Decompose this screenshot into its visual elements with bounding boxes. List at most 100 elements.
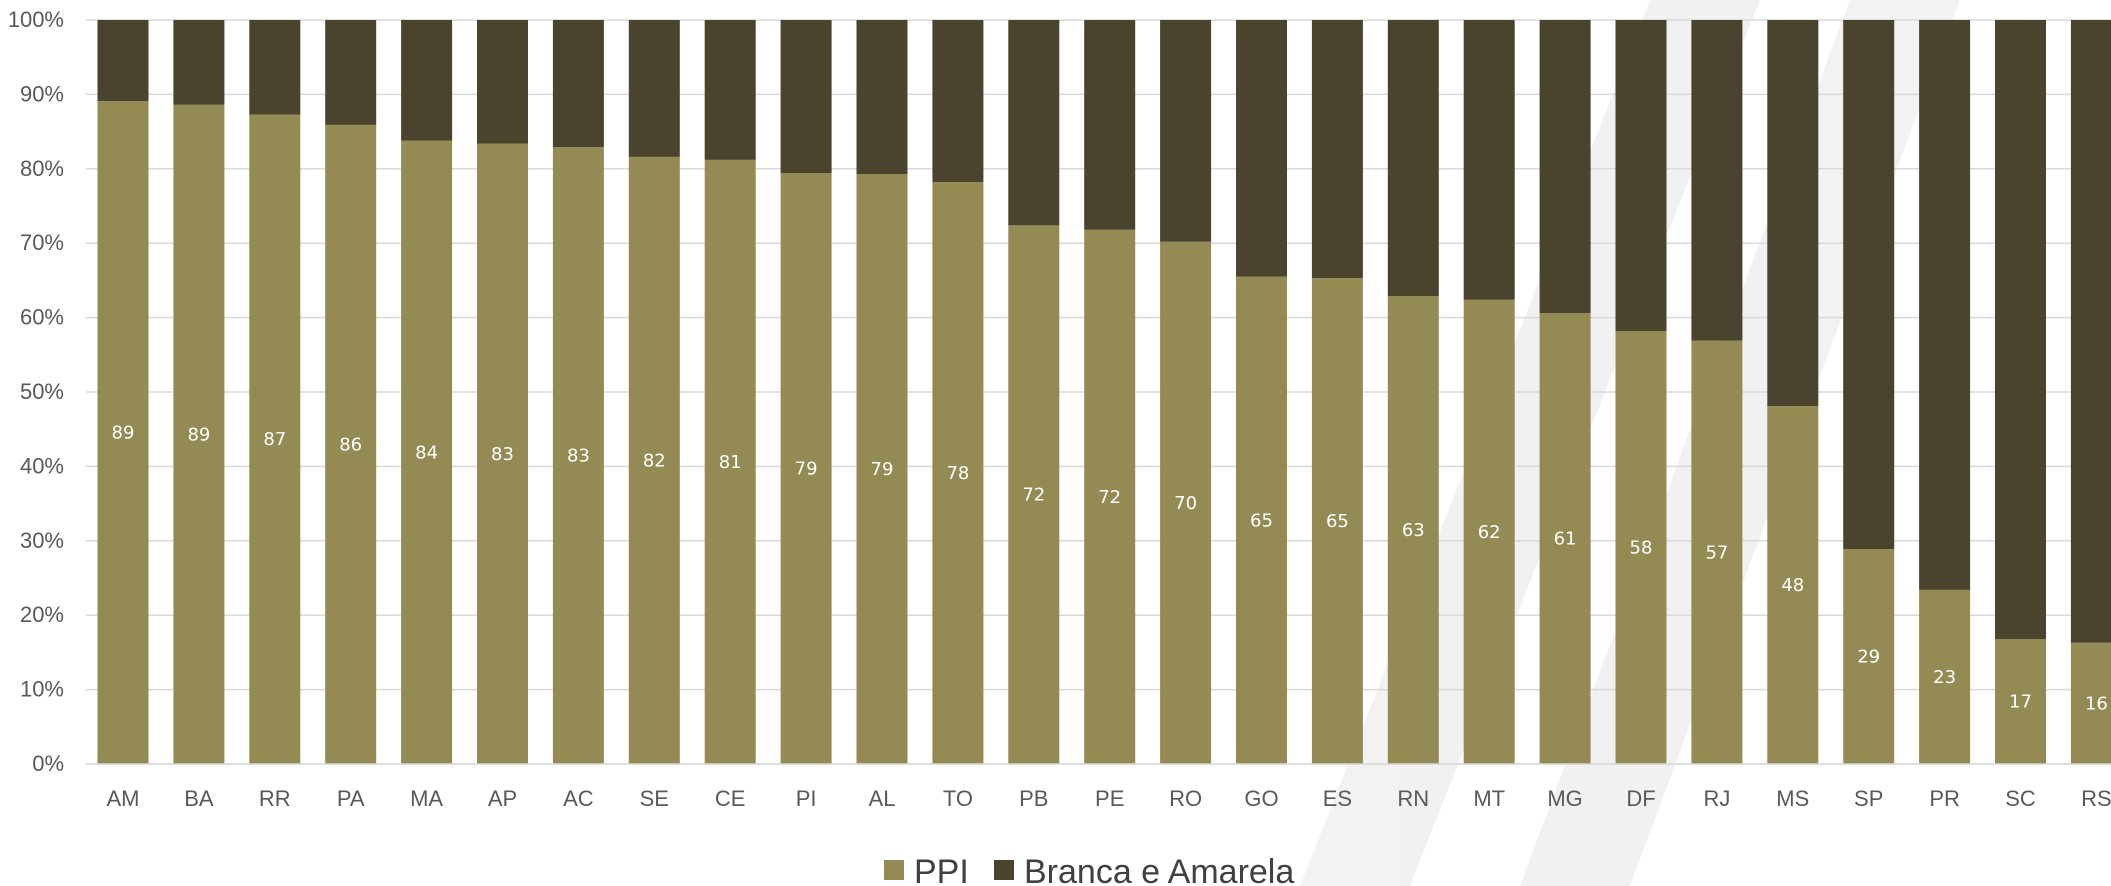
bar-ro-series-1: [1160, 20, 1212, 242]
bar-rn-series-1: [1387, 20, 1439, 297]
bar-mt-series-1: [1463, 20, 1515, 300]
y-tick-label: 90%: [20, 81, 64, 106]
legend: PPI Branca e Amarela: [884, 853, 1294, 886]
bar-mg-series-1: [1539, 20, 1591, 314]
data-label-ma: 84: [415, 442, 438, 463]
data-label-sp: 29: [1857, 646, 1880, 667]
bar-df-series-0: [1615, 330, 1667, 764]
data-label-rr: 87: [263, 429, 286, 450]
legend-swatch-branca-e-amarela: [994, 860, 1014, 880]
x-tick-label-rs: RS: [2081, 786, 2111, 811]
x-tick-label-mg: MG: [1547, 786, 1582, 811]
bar-ce-series-1: [704, 20, 756, 160]
x-tick-label-ac: AC: [563, 786, 594, 811]
bar-ba-series-1: [173, 20, 225, 105]
data-label-sc: 17: [2009, 692, 2032, 713]
bar-to-series-1: [932, 20, 984, 183]
bar-sc-series-1: [1995, 20, 2046, 640]
data-label-ac: 83: [567, 446, 590, 467]
bar-ma-series-0: [401, 140, 453, 764]
x-tick-label-ba: BA: [184, 786, 214, 811]
bar-sc-series-0: [1995, 639, 2046, 764]
bar-am-series-0: [97, 101, 149, 764]
y-axis: 0% 10% 20% 30% 40% 50% 60% 70% 80% 90% 100%: [8, 7, 64, 776]
bar-se-series-1: [628, 20, 680, 157]
bar-rn-series-0: [1387, 296, 1439, 764]
y-tick-label: 0%: [32, 751, 64, 776]
data-label-ms: 48: [1781, 575, 1804, 596]
x-tick-label-pi: PI: [796, 786, 817, 811]
x-tick-label-se: SE: [640, 786, 669, 811]
x-tick-label-go: GO: [1244, 786, 1278, 811]
bar-mt-series-0: [1463, 299, 1515, 764]
x-tick-label-ro: RO: [1169, 786, 1202, 811]
bar-ba-series-0: [173, 104, 225, 765]
y-tick-label: 50%: [20, 379, 64, 404]
bar-pb-series-0: [1008, 225, 1060, 764]
x-tick-label-am: AM: [107, 786, 140, 811]
bar-ma-series-1: [401, 20, 453, 141]
x-tick-label-pe: PE: [1095, 786, 1124, 811]
data-label-ro: 70: [1174, 493, 1197, 514]
data-label-pa: 86: [339, 434, 362, 455]
data-label-rj: 57: [1705, 542, 1728, 563]
x-tick-label-ap: AP: [488, 786, 517, 811]
bar-pa-series-1: [325, 20, 377, 125]
bar-ac-series-1: [552, 20, 604, 148]
data-label-ce: 81: [719, 452, 742, 473]
bar-rj-series-0: [1691, 340, 1743, 764]
data-label-se: 82: [643, 450, 666, 471]
x-tick-label-ms: MS: [1776, 786, 1809, 811]
data-label-rn: 63: [1402, 520, 1425, 541]
bar-rj-series-1: [1691, 20, 1743, 341]
bar-al-series-0: [856, 174, 908, 764]
x-tick-label-rn: RN: [1397, 786, 1429, 811]
x-tick-label-pa: PA: [337, 786, 365, 811]
data-label-to: 78: [946, 463, 969, 484]
bar-sp-series-0: [1843, 548, 1895, 764]
bar-pb-series-1: [1008, 20, 1060, 226]
bar-go-series-0: [1236, 276, 1287, 764]
data-label-df: 58: [1630, 537, 1653, 558]
bar-ro-series-0: [1160, 241, 1212, 764]
data-label-pe: 72: [1098, 487, 1121, 508]
data-label-rs: 16: [2085, 693, 2108, 714]
bar-pr-series-0: [1919, 589, 1971, 764]
x-tick-label-sc: SC: [2005, 786, 2036, 811]
data-label-es: 65: [1326, 511, 1349, 532]
data-label-al: 79: [871, 459, 894, 480]
x-tick-label-df: DF: [1626, 786, 1655, 811]
data-label-am: 89: [112, 423, 135, 444]
bar-df-series-1: [1615, 20, 1667, 331]
y-tick-label: 20%: [20, 602, 64, 627]
bar-se-series-0: [628, 156, 680, 764]
bar-am-series-1: [97, 20, 149, 102]
data-label-ap: 83: [491, 444, 514, 465]
bar-pr-series-1: [1919, 20, 1971, 590]
x-axis: AM BA RR PA MA AP AC SE CE PI AL TO PB PE RO GO ES RN MT MG…: [86, 763, 2111, 811]
x-tick-label-al: AL: [869, 786, 896, 811]
legend-label-ppi: PPI: [914, 853, 969, 886]
bar-ac-series-0: [552, 147, 604, 764]
bar-sp-series-1: [1843, 20, 1895, 549]
y-tick-label: 80%: [20, 156, 64, 181]
bar-pe-series-1: [1084, 20, 1136, 230]
x-tick-label-sp: SP: [1854, 786, 1883, 811]
legend-label-branca-e-amarela: Branca e Amarela: [1024, 853, 1294, 886]
x-tick-label-rr: RR: [259, 786, 291, 811]
data-label-pr: 23: [1933, 667, 1956, 688]
data-label-go: 65: [1250, 510, 1273, 531]
x-tick-label-ma: MA: [410, 786, 443, 811]
x-tick-label-ce: CE: [715, 786, 746, 811]
bar-mg-series-0: [1539, 313, 1591, 764]
y-tick-label: 10%: [20, 677, 64, 702]
bar-ap-series-1: [477, 20, 528, 144]
bar-ms-series-1: [1767, 20, 1819, 407]
legend-swatch-ppi: [884, 860, 904, 880]
data-label-mg: 61: [1554, 529, 1577, 550]
y-tick-label: 100%: [8, 7, 64, 32]
bar-rs-series-0: [2070, 642, 2111, 764]
data-label-pb: 72: [1022, 485, 1045, 506]
data-label-ba: 89: [187, 424, 210, 445]
bars: 89 89 87 86 84 83 83 82 81 79 79 78 72 72 70 65 65 63 62 61…: [97, 20, 2111, 765]
